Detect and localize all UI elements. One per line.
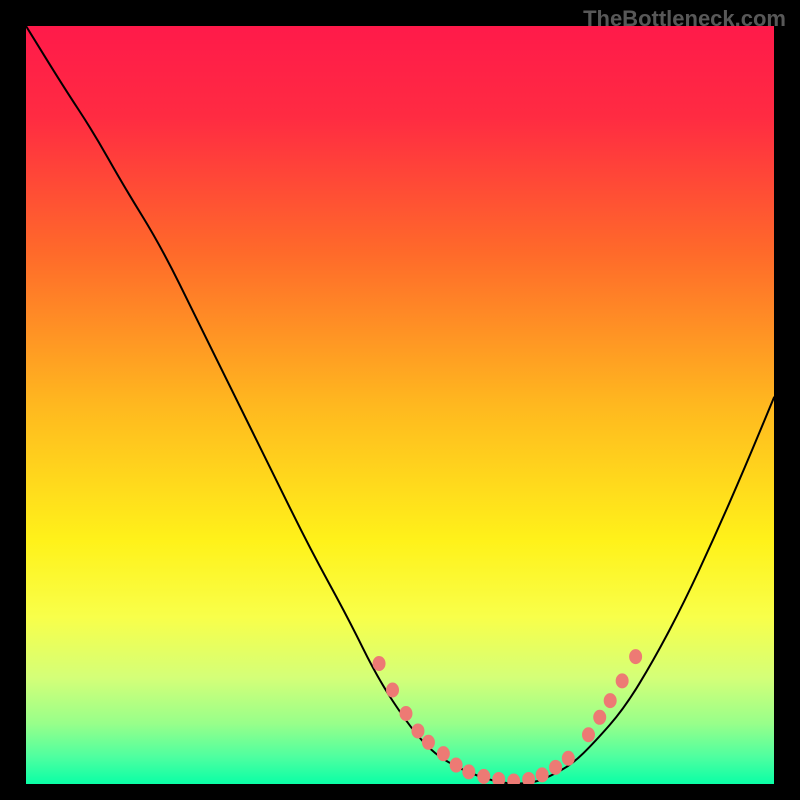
chart-svg [26,26,774,784]
curve-marker [493,772,505,784]
curve-marker [523,772,535,784]
curve-marker [422,735,434,749]
curve-marker [550,760,562,774]
curve-marker [373,656,385,670]
curve-marker [400,707,412,721]
curve-marker [630,650,642,664]
curve-marker [478,769,490,783]
curve-marker [582,728,594,742]
curve-marker [594,710,606,724]
curve-marker [604,694,616,708]
curve-marker [508,774,520,784]
curve-marker [616,674,628,688]
curve-marker [412,724,424,738]
curve-marker [463,765,475,779]
chart-background [26,26,774,784]
chart-container: TheBottleneck.com [0,0,800,800]
watermark-text: TheBottleneck.com [583,6,786,32]
curve-marker [437,747,449,761]
curve-marker [562,751,574,765]
curve-marker [387,683,399,697]
curve-marker [536,768,548,782]
curve-marker [450,758,462,772]
plot-area [26,26,774,784]
